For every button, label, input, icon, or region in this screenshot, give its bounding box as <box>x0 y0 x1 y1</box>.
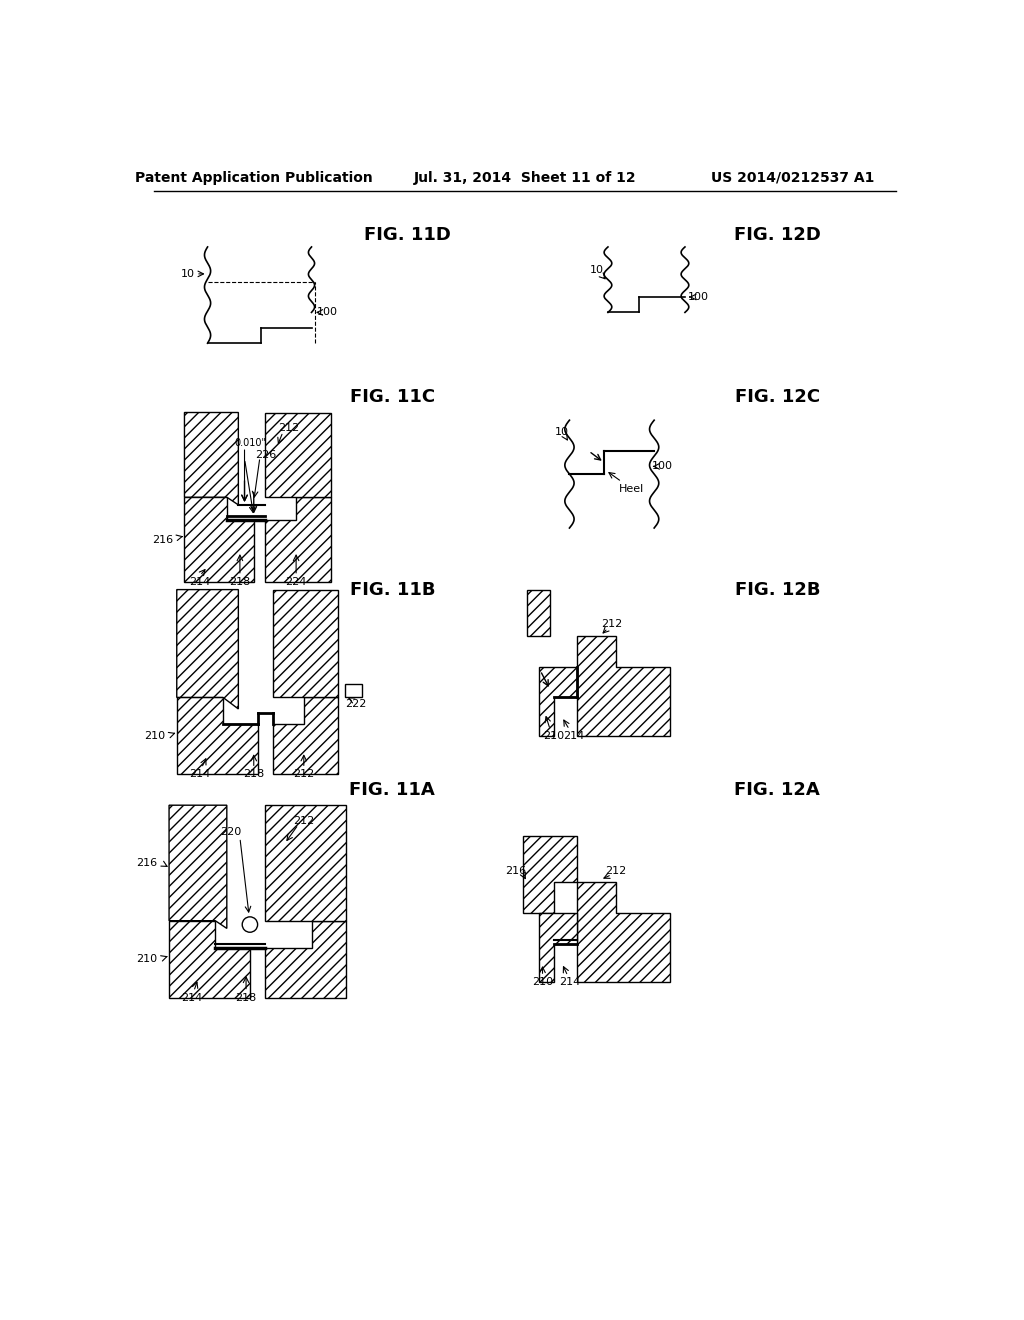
Text: FIG. 12C: FIG. 12C <box>735 388 820 407</box>
Polygon shape <box>273 590 339 697</box>
Polygon shape <box>265 412 331 498</box>
Text: Patent Application Publication: Patent Application Publication <box>135 170 373 185</box>
Text: 214: 214 <box>559 977 580 987</box>
Text: FIG. 12A: FIG. 12A <box>734 781 820 799</box>
Polygon shape <box>184 412 239 506</box>
Text: 218: 218 <box>236 993 257 1003</box>
Polygon shape <box>177 697 258 775</box>
Polygon shape <box>184 498 254 582</box>
Text: 214: 214 <box>189 577 211 587</box>
Text: 216: 216 <box>136 858 158 869</box>
Text: 222: 222 <box>345 698 367 709</box>
Polygon shape <box>169 805 226 928</box>
Text: FIG. 12B: FIG. 12B <box>734 581 820 598</box>
Text: 220: 220 <box>220 828 242 837</box>
Polygon shape <box>539 667 578 737</box>
Text: 216: 216 <box>505 866 526 875</box>
Text: 212: 212 <box>601 619 623 630</box>
Text: 10: 10 <box>555 426 568 437</box>
Circle shape <box>243 917 258 932</box>
Text: 214: 214 <box>562 731 584 741</box>
Text: FIG. 11D: FIG. 11D <box>365 227 452 244</box>
Text: 214: 214 <box>181 993 203 1003</box>
Text: 210: 210 <box>531 977 553 987</box>
Text: 0.010": 0.010" <box>233 438 266 449</box>
Text: 212: 212 <box>293 770 314 779</box>
Polygon shape <box>523 836 578 913</box>
Text: US 2014/0212537 A1: US 2014/0212537 A1 <box>711 170 874 185</box>
Text: 218: 218 <box>243 770 264 779</box>
Text: 218: 218 <box>229 577 251 587</box>
Text: 210: 210 <box>136 954 158 964</box>
Text: 212: 212 <box>278 422 299 433</box>
Polygon shape <box>265 921 346 998</box>
Text: FIG. 11C: FIG. 11C <box>350 388 435 407</box>
Polygon shape <box>527 590 550 636</box>
Polygon shape <box>539 913 578 982</box>
Text: 10: 10 <box>181 269 196 279</box>
Text: FIG. 11A: FIG. 11A <box>349 781 435 799</box>
Text: 100: 100 <box>316 308 338 317</box>
Polygon shape <box>578 636 670 737</box>
Text: 10: 10 <box>590 265 603 275</box>
Polygon shape <box>169 921 250 998</box>
Text: 100: 100 <box>651 462 673 471</box>
Polygon shape <box>265 805 346 921</box>
Text: 210: 210 <box>144 731 165 741</box>
Polygon shape <box>265 498 331 582</box>
Text: 214: 214 <box>189 770 211 779</box>
Text: 212: 212 <box>293 816 314 825</box>
Polygon shape <box>273 697 339 775</box>
Text: 216: 216 <box>152 535 173 545</box>
Text: FIG. 12D: FIG. 12D <box>734 227 821 244</box>
Text: 226: 226 <box>255 450 275 459</box>
Text: 100: 100 <box>688 292 710 302</box>
Polygon shape <box>177 590 239 709</box>
Text: 224: 224 <box>286 577 307 587</box>
Text: Jul. 31, 2014  Sheet 11 of 12: Jul. 31, 2014 Sheet 11 of 12 <box>414 170 636 185</box>
Text: 210: 210 <box>544 731 564 741</box>
Polygon shape <box>578 882 670 982</box>
Text: Heel: Heel <box>618 484 644 495</box>
Text: 212: 212 <box>605 866 627 875</box>
Bar <box>345 684 361 697</box>
Text: FIG. 11B: FIG. 11B <box>349 581 435 598</box>
